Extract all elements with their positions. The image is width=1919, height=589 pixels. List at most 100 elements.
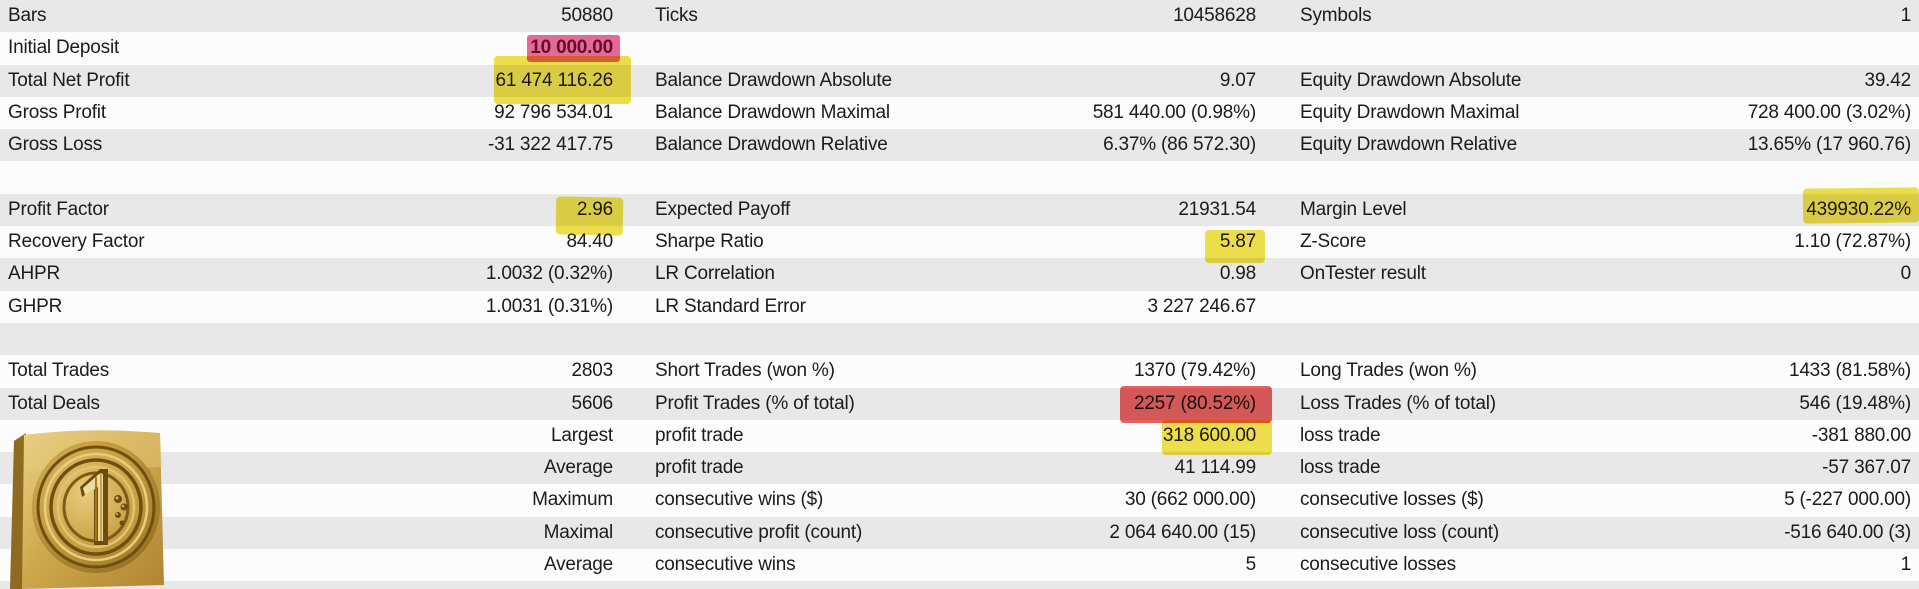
row-label: GHPR — [8, 295, 63, 317]
row-label: Loss Trades (% of total) — [1300, 392, 1496, 414]
row-value — [990, 32, 1256, 64]
row-value: 10 000.00 — [530, 37, 613, 59]
row-label — [1300, 32, 1620, 64]
row-label: Short Trades (won %) — [655, 360, 835, 382]
row-value: 21931.54 — [1178, 198, 1256, 220]
gold-coin-image — [10, 427, 168, 589]
table-row: Recovery Factor 84.40 Sharpe Ratio 5.87 Z-… — [0, 226, 1919, 259]
row-value: 1370 (79.42%) — [1133, 360, 1256, 382]
row-label: Sharpe Ratio — [655, 231, 764, 253]
row-value: 5606 — [571, 392, 614, 414]
row-label: Equity Drawdown Absolute — [1300, 69, 1522, 91]
row-label: Gross Profit — [8, 101, 106, 123]
row-label: Expected Payoff — [655, 198, 791, 220]
row-value: 13.65% (17 960.76) — [1747, 134, 1912, 156]
row-value: 2803 — [571, 360, 614, 382]
row-value: 9.07 — [1219, 69, 1256, 91]
row-label: loss trade — [1300, 457, 1381, 479]
row-value: 1.0032 (0.32%) — [485, 263, 613, 285]
row-label: Long Trades (won %) — [1300, 360, 1477, 382]
row-label: Balance Drawdown Absolute — [655, 69, 892, 91]
row-value: 0.98 — [1219, 263, 1256, 285]
row-label: Symbols — [1300, 5, 1372, 26]
row-value: 439930.22% — [1806, 198, 1911, 220]
row-value: 61 474 116.26 — [495, 69, 614, 91]
row-label: LR Standard Error — [655, 295, 806, 317]
row-value: 6.37% (86 572.30) — [1103, 134, 1256, 156]
table-row: Total Net Profit 61 474 116.26 Balance Dr… — [0, 64, 1919, 97]
row-value: 1.10 (72.87%) — [1794, 231, 1911, 253]
row-value: -31 322 417.75 — [487, 134, 613, 156]
table-row-spacer — [0, 161, 1919, 194]
row-label: Total Trades — [8, 360, 110, 382]
row-value: Average — [543, 457, 613, 479]
row-value: -516 640.00 (3) — [1784, 521, 1911, 543]
table-row: Profit Factor 2.96 Expected Payoff 21931.5… — [0, 193, 1919, 227]
table-row: Initial Deposit 10 000.00 — [0, 32, 1919, 65]
gold-coin-stamp-icon — [10, 430, 164, 589]
table-row: Bars 50880 Ticks 10458628 Symbols 1 — [0, 0, 1919, 33]
row-value: 546 (19.48%) — [1799, 392, 1911, 414]
row-label: Balance Drawdown Maximal — [655, 101, 890, 123]
row-value: 30 (662 000.00) — [1124, 489, 1256, 511]
row-value: 39.42 — [1864, 69, 1911, 91]
table-row: Average profit trade 41 114.99 loss trade… — [0, 452, 1919, 485]
row-value: 581 440.00 (0.98%) — [1092, 101, 1257, 123]
row-label: Ticks — [655, 5, 698, 26]
row-label: consecutive loss (count) — [1300, 521, 1500, 543]
row-label: Balance Drawdown Relative — [655, 134, 888, 156]
row-label: loss trade — [1300, 424, 1381, 446]
row-label: consecutive losses ($) — [1300, 489, 1484, 511]
row-label: consecutive losses — [1300, 554, 1456, 576]
row-value: -57 367.07 — [1822, 457, 1911, 479]
row-value — [1620, 32, 1911, 64]
row-label: Equity Drawdown Maximal — [1300, 101, 1520, 123]
row-label: Z-Score — [1300, 231, 1367, 253]
row-value: 2257 (80.52%) — [1133, 392, 1256, 414]
row-value: Average — [543, 554, 613, 576]
row-value: Maximum — [532, 489, 613, 511]
row-value: 92 796 534.01 — [494, 101, 613, 123]
table-row: AHPR 1.0032 (0.32%) LR Correlation 0.98 On… — [0, 258, 1919, 291]
row-value: 1 — [1900, 554, 1912, 576]
partial-row — [0, 581, 1919, 589]
row-label — [1300, 291, 1620, 323]
row-value: 41 114.99 — [1174, 457, 1257, 479]
row-value: Largest — [551, 424, 613, 446]
row-label: Total Deals — [8, 392, 100, 414]
row-value — [1620, 291, 1911, 323]
row-label: Initial Deposit — [8, 37, 120, 59]
table-row: Maximum consecutive wins ($) 30 (662 000.… — [0, 484, 1919, 517]
row-label: Gross Loss — [8, 134, 103, 156]
table-row: Total Trades 2803 Short Trades (won %) 137… — [0, 355, 1919, 388]
table-row: Total Deals 5606 Profit Trades (% of tota… — [0, 387, 1919, 420]
row-value: 0 — [1900, 263, 1912, 285]
table-row: Maximal consecutive profit (count) 2 064 … — [0, 516, 1919, 550]
table-row: Largest profit trade 318 600.00 loss trad… — [0, 419, 1919, 453]
row-label: Recovery Factor — [8, 231, 145, 253]
row-label: Bars — [8, 5, 47, 26]
row-label: LR Correlation — [655, 263, 775, 285]
row-value: 3 227 246.67 — [1147, 295, 1256, 317]
row-label: consecutive wins ($) — [655, 489, 824, 511]
row-value: 5 (-227 000.00) — [1784, 489, 1911, 511]
row-value: 50880 — [561, 5, 613, 26]
row-label: consecutive profit (count) — [655, 521, 863, 543]
row-value: Maximal — [543, 521, 614, 543]
row-label: AHPR — [8, 263, 60, 285]
row-value: 84.40 — [566, 231, 613, 253]
row-value: 10458628 — [1173, 5, 1256, 26]
row-label: Profit Factor — [8, 198, 109, 220]
row-label: profit trade — [655, 424, 744, 446]
row-label: OnTester result — [1300, 263, 1426, 285]
row-label — [655, 32, 990, 64]
row-value: 2 064 640.00 (15) — [1109, 521, 1256, 543]
row-value: 728 400.00 (3.02%) — [1747, 101, 1912, 123]
row-label: profit trade — [655, 457, 744, 479]
row-label: Profit Trades (% of total) — [655, 392, 855, 414]
row-value: -381 880.00 — [1811, 424, 1911, 446]
row-value: 2.96 — [576, 198, 613, 220]
row-label: Equity Drawdown Relative — [1300, 134, 1517, 156]
table-row: Gross Profit 92 796 534.01 Balance Drawdo… — [0, 96, 1919, 130]
